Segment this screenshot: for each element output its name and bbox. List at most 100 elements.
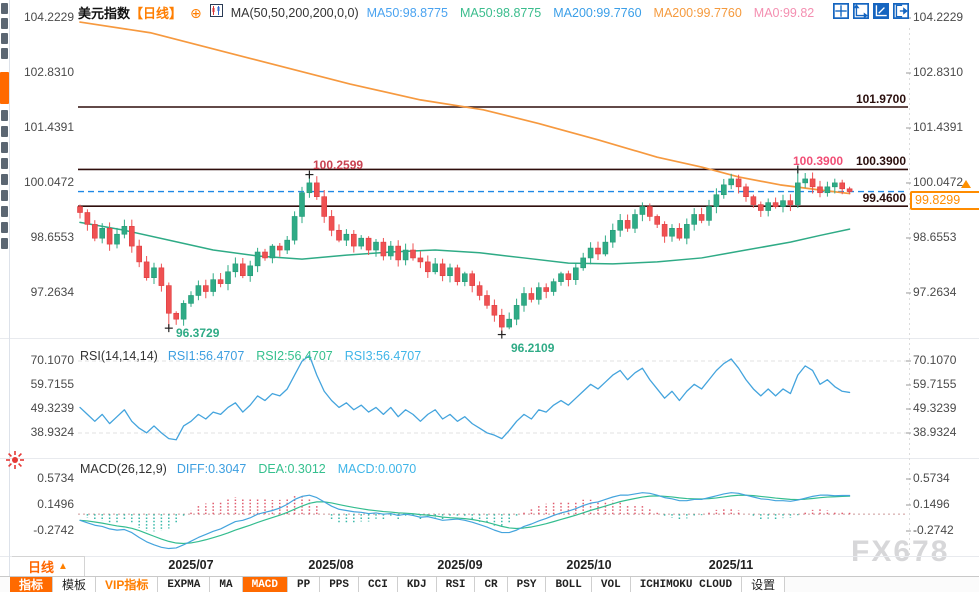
sidebar-item-fragment[interactable] <box>1 158 8 169</box>
level-line-label: 99.4600 <box>862 191 906 206</box>
timeframe-dropdown-label: 日线 <box>28 560 55 575</box>
toolbar-tab-cr[interactable]: CR <box>475 577 508 592</box>
ma50-line <box>79 221 851 265</box>
toolbar-tab-kdj[interactable]: KDJ <box>397 577 437 592</box>
macd-axis-label-left: 0.1496 <box>37 497 74 511</box>
price-axis-label-right: 102.8310 <box>913 64 964 79</box>
sidebar-item-fragment[interactable] <box>1 110 8 121</box>
toolbar-tab-settings[interactable]: 设置 <box>742 577 786 592</box>
candle-up <box>802 178 809 184</box>
ma-value-label: MA50:98.8775 <box>459 6 542 20</box>
candle-down <box>328 216 335 231</box>
candle-down <box>698 214 705 221</box>
ma-value-label: MA200:99.7760 <box>553 6 642 20</box>
crosshair-tool-icon[interactable] <box>833 3 849 19</box>
candle-down <box>136 245 142 263</box>
export-tool-icon[interactable] <box>893 3 909 19</box>
candle-down <box>735 178 742 188</box>
candle-up <box>587 247 594 259</box>
macd-axis-label-left: 0.5734 <box>37 470 74 485</box>
candle-down <box>365 237 372 251</box>
candle-up <box>683 224 690 239</box>
toolbar-tab-boll[interactable]: BOLL <box>546 577 592 592</box>
candle-down <box>454 267 461 282</box>
x-axis-label: 2025/08 <box>308 558 354 572</box>
sidebar-item-fragment[interactable] <box>1 174 8 185</box>
macd-axis-label-right: 0.1496 <box>913 497 950 511</box>
toolbar-tab-indicators[interactable]: 指标 <box>10 577 54 592</box>
sidebar-item-fragment[interactable] <box>1 18 8 29</box>
add-compare-icon[interactable]: ⊕ <box>190 5 202 21</box>
candle-up <box>247 265 253 277</box>
annotation-low-september: 96.2109 <box>511 341 555 355</box>
sidebar-item-fragment[interactable] <box>1 238 8 249</box>
candle-down <box>217 279 224 284</box>
axis-zoom-tool-icon[interactable] <box>853 3 869 19</box>
candle-up <box>225 271 231 284</box>
toolbar-tab-rsi[interactable]: RSI <box>436 577 476 592</box>
toolbar-tab-ma[interactable]: MA <box>210 577 243 592</box>
annotation-peak-august: 100.2599 <box>313 158 364 172</box>
toolbar-tab-psy[interactable]: PSY <box>507 577 547 592</box>
candle-up <box>210 279 216 292</box>
sidebar-item-fragment[interactable] <box>1 48 8 59</box>
candle-up <box>447 267 453 277</box>
toolbar-tab-pp[interactable]: PP <box>288 577 321 592</box>
symbol-name[interactable]: 美元指数 <box>78 6 131 21</box>
sidebar-active-item[interactable] <box>0 72 9 104</box>
ma-value-label: MA50:98.8775 <box>366 6 448 20</box>
axis-scale-tool-icon[interactable] <box>873 3 889 19</box>
candle-down <box>743 186 749 197</box>
macd-title[interactable]: MACD(26,12,9) <box>80 462 167 476</box>
candle-up <box>831 182 838 188</box>
candle-down <box>484 295 490 306</box>
ma-settings-label[interactable]: MA(50,50,200,200,0,0) <box>230 6 359 20</box>
level-line-label: 100.3900 <box>855 154 906 169</box>
candle-up <box>506 318 513 328</box>
macd-values: DIFF:0.3047 DEA:0.3012 MACD:0.0070 <box>177 462 416 476</box>
toolbar-tab-templates[interactable]: 模板 <box>53 577 97 592</box>
candle-up <box>765 202 772 211</box>
toolbar-tab-pps[interactable]: PPS <box>320 577 360 592</box>
rsi-title[interactable]: RSI(14,14,14) <box>80 349 158 363</box>
price-axis-label-right: 101.4391 <box>913 119 964 134</box>
toolbar-tab-macd[interactable]: MACD <box>242 577 288 592</box>
sidebar-item-fragment[interactable] <box>1 126 8 137</box>
macd-value-label: MACD:0.0070 <box>337 462 417 476</box>
collapsed-sidebar[interactable] <box>0 0 10 592</box>
sidebar-item-fragment[interactable] <box>1 222 8 233</box>
candle-down <box>676 228 683 239</box>
candle-up <box>780 200 786 207</box>
candle-down <box>654 216 661 225</box>
sidebar-item-fragment[interactable] <box>1 3 8 14</box>
toolbar-tab-cci[interactable]: CCI <box>359 577 398 592</box>
rsi-axis-label-left: 70.1070 <box>30 353 74 367</box>
timeframe-label: 【日线】 <box>130 6 183 21</box>
toolbar-tab-ichimoku-cloud[interactable]: ICHIMOKU CLOUD <box>630 577 743 592</box>
toolbar-tab-vip-indicators[interactable]: VIP指标 <box>96 577 159 592</box>
candle-down <box>498 314 505 328</box>
hot-sun-icon[interactable] <box>4 449 26 476</box>
macd-dea-line <box>79 494 851 545</box>
current-price-badge: 99.8299 <box>910 191 979 210</box>
rsi-value-label: RSI3:56.4707 <box>344 349 422 363</box>
candle-up <box>232 263 239 273</box>
toolbar-tab-vol[interactable]: VOL <box>591 577 631 592</box>
macd-value-label: DIFF:0.3047 <box>176 462 247 476</box>
sidebar-item-fragment[interactable] <box>1 206 8 217</box>
macd-axis-label-right: 0.5734 <box>913 470 950 485</box>
sidebar-item-fragment[interactable] <box>1 142 8 153</box>
candle-down <box>313 182 320 197</box>
toolbar-tab-expma[interactable]: EXPMA <box>158 577 211 592</box>
candlestick-chart-icon[interactable] <box>209 4 223 22</box>
timeframe-dropdown-button[interactable]: 日线 ▲ <box>12 556 85 577</box>
sidebar-item-fragment[interactable] <box>1 190 8 201</box>
dropdown-arrow-icon: ▲ <box>58 561 68 572</box>
candle-up <box>306 182 313 194</box>
candle-down <box>565 273 572 280</box>
candle-up <box>713 194 720 207</box>
candle-down <box>240 263 246 277</box>
sidebar-item-fragment[interactable] <box>1 33 8 44</box>
candle-down <box>143 261 150 278</box>
